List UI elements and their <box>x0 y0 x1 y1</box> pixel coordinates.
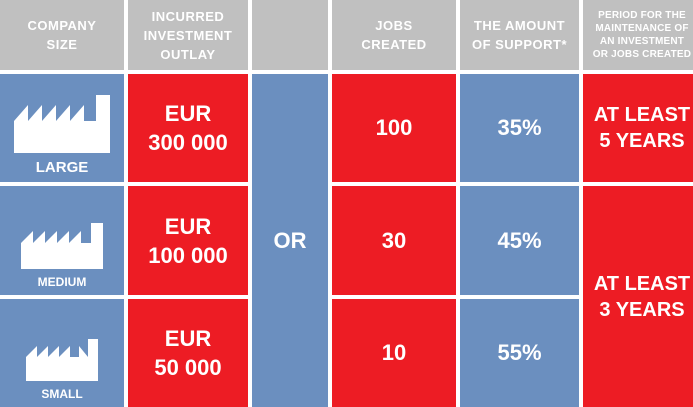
support-small: 55% <box>460 299 579 407</box>
factory-small-icon <box>26 339 98 381</box>
support-large: 35% <box>460 74 579 182</box>
size-medium: MEDIUM <box>0 186 124 295</box>
size-large: LARGE <box>0 74 124 182</box>
header-maintenance-period: PERIOD FOR THE MAINTENANCE OF AN INVESTM… <box>583 0 693 70</box>
jobs-small: 10 <box>332 299 456 407</box>
support-medium: 45% <box>460 186 579 295</box>
header-investment: INCURRED INVESTMENT OUTLAY <box>128 0 248 70</box>
investment-large: EUR 300 000 <box>128 74 248 182</box>
header-company-size: COMPANY SIZE <box>0 0 124 70</box>
period-medium-small: AT LEAST 3 YEARS <box>583 186 693 407</box>
factory-medium-icon <box>21 223 103 269</box>
size-label-medium: MEDIUM <box>37 275 87 289</box>
jobs-medium: 30 <box>332 186 456 295</box>
header-jobs-created: JOBS CREATED <box>332 0 456 70</box>
investment-small: EUR 50 000 <box>128 299 248 407</box>
factory-large-icon <box>14 95 110 153</box>
header-blank <box>252 0 328 70</box>
investment-medium: EUR 100 000 <box>128 186 248 295</box>
period-large: AT LEAST 5 YEARS <box>583 74 693 182</box>
size-small: SMALL <box>0 299 124 407</box>
or-label: OR <box>252 74 328 407</box>
jobs-large: 100 <box>332 74 456 182</box>
size-label-large: LARGE <box>35 159 89 176</box>
size-label-small: SMALL <box>41 387 83 401</box>
header-amount-of-support: THE AMOUNT OF SUPPORT* <box>460 0 579 70</box>
